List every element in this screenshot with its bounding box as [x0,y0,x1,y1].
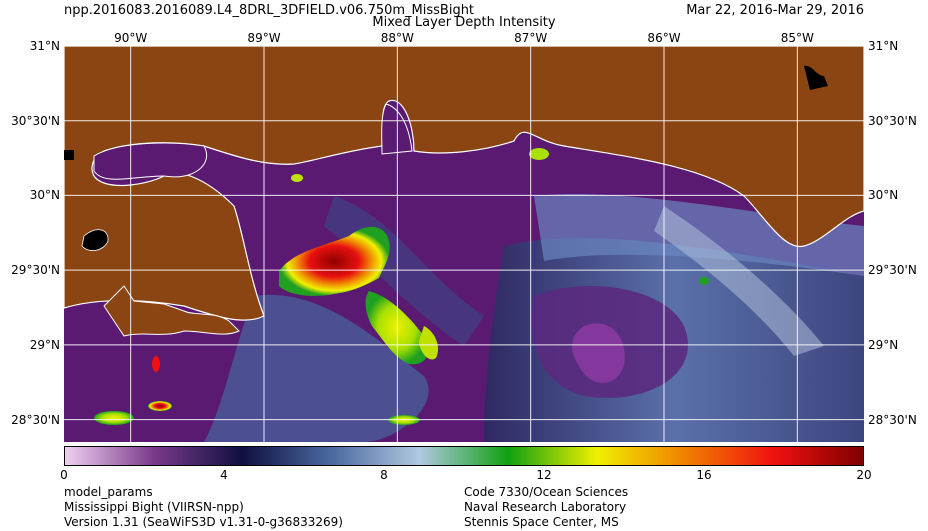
patch-nw-1 [291,174,303,182]
longitude-tick: 88°W [380,31,414,45]
latitude-tick-right: 31°N [868,39,899,53]
latitude-tick-right: 30°N [868,188,899,203]
latitude-tick-left: 28°30'N [11,412,60,427]
black-lake-east [804,65,828,90]
lake-pontchartrain [93,142,207,180]
colorbar-tick: 4 [220,468,228,482]
latitude-tick-left: 29°30'N [11,263,60,278]
longitude-tick: 86°W [647,31,681,45]
offshore-field [204,294,429,442]
delta [103,285,240,337]
map-svg [64,46,864,442]
black-spot [64,150,74,160]
patch-south-1 [94,411,134,425]
colorbar-tick: 16 [696,468,712,482]
footer-org-code: Code 7330/Ocean Sciences [464,485,629,499]
colorbar-tick: 0 [60,468,68,482]
patch-sw-1 [152,356,160,372]
parameter-title: Mixed Layer Depth Intensity [372,15,556,30]
footer-region: Mississippi Bight (VIIRSN-npp) [64,500,244,514]
footer-version: Version 1.31 (SeaWiFS3D v1.31-0-g3683326… [64,515,343,529]
colorbar-tick: 12 [536,468,552,482]
latitude-tick-left: 30°N [29,188,60,203]
yellow-strip [419,326,439,360]
longitude-tick: 85°W [780,31,814,45]
latitude-tick-right: 28°30'N [868,412,917,427]
latitude-tick-left: 30°30'N [11,113,60,128]
latitude-tick-left: 31°N [29,39,60,53]
latitude-tick-right: 30°30'N [868,113,917,128]
graticule [64,46,864,442]
colorbar [64,446,864,466]
purple-eddy-core [572,323,625,383]
black-lake-west [81,229,109,251]
map-panel[interactable] [64,46,864,442]
patch-ne-2 [699,277,709,285]
longitude-tick: 90°W [114,31,148,45]
yellow-plume [365,291,429,365]
latitude-tick-right: 29°N [868,337,899,352]
footer-org-name: Naval Research Laboratory [464,500,627,514]
colorbar-tick: 20 [856,468,872,482]
colorbar-tick: 8 [380,468,388,482]
light-band [654,206,824,356]
patch-ne-1 [529,148,549,160]
footer-model-params: model_params [64,485,153,499]
latitude-tick-right: 29°30'N [868,263,917,278]
high-intensity-patch [279,226,390,296]
longitude-tick: 89°W [247,31,281,45]
date-range: Mar 22, 2016-Mar 29, 2016 [686,3,864,18]
footer-org-location: Stennis Space Center, MS [464,515,619,529]
product-name: npp.2016083.2016089.L4_8DRL_3DFIELD.v06.… [64,3,475,18]
patch-south-2 [148,401,172,411]
longitude-tick: 87°W [514,31,548,45]
latitude-tick-left: 29°N [29,337,60,352]
